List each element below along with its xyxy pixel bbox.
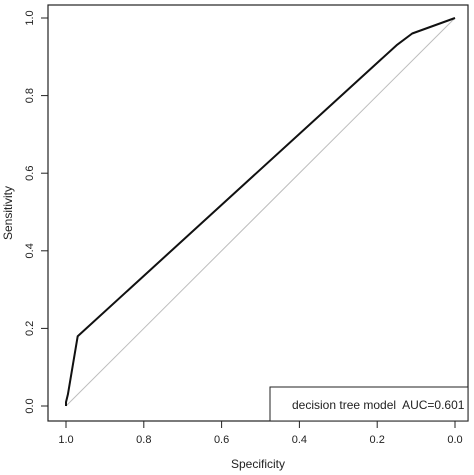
x-tick-label: 0.8 xyxy=(136,434,151,446)
reference-diagonal xyxy=(65,17,456,407)
x-tick-label: 0.6 xyxy=(214,434,229,446)
y-tick-label: 0.2 xyxy=(24,321,36,336)
legend-box xyxy=(269,386,469,422)
legend: decision tree model AUC=0.601 xyxy=(269,386,469,422)
x-axis: 1.0 0.8 0.6 0.4 0.2 0.0 xyxy=(58,420,463,446)
y-tick-label: 0.4 xyxy=(24,243,36,258)
y-tick-label: 0.6 xyxy=(24,166,36,181)
roc-curve-0 xyxy=(65,17,456,406)
y-tick-label: 1.0 xyxy=(24,10,36,25)
y-tick-label: 0.8 xyxy=(24,88,36,103)
x-axis-label: Specificity xyxy=(231,457,285,471)
x-tick-label: 1.0 xyxy=(58,434,73,446)
y-axis: 0.0 0.2 0.4 0.6 0.8 1.0 xyxy=(24,10,49,414)
y-axis-label: Sensitivity xyxy=(1,186,15,240)
x-tick-label: 0.4 xyxy=(292,434,307,446)
x-tick-label: 0.2 xyxy=(370,434,385,446)
x-tick-label: 0.0 xyxy=(447,434,462,446)
legend-entry: decision tree model AUC=0.601 xyxy=(292,398,465,412)
y-tick-label: 0.0 xyxy=(24,398,36,413)
